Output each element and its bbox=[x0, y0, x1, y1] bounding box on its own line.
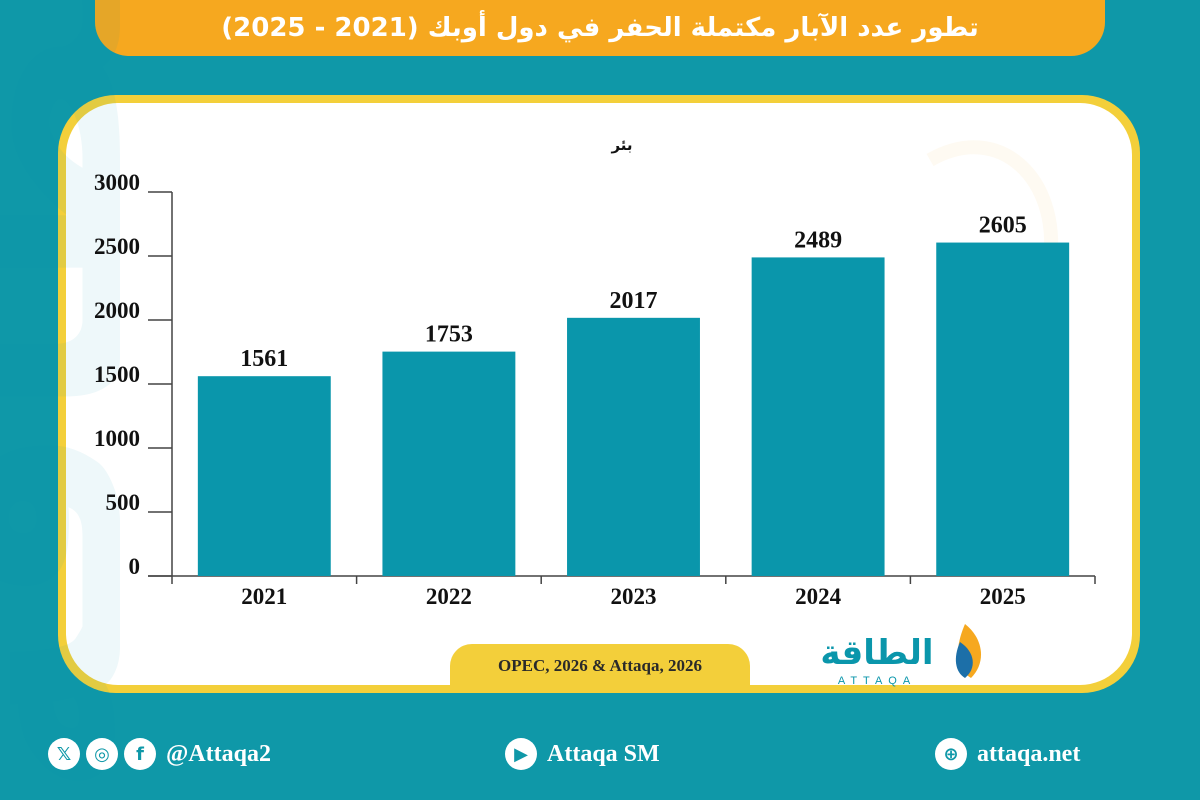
watermark-text: الطاقة bbox=[0, 0, 191, 800]
y-tick-label: 500 bbox=[106, 490, 141, 515]
globe-icon[interactable]: ⊕ bbox=[935, 738, 967, 770]
social-handle-group: 𝕏 ◎ f @Attaqa2 bbox=[48, 736, 271, 772]
bar-2022 bbox=[382, 351, 516, 576]
x-tick-label: 2021 bbox=[241, 584, 287, 609]
page-title: تطور عدد الآبار مكتملة الحفر في دول أوبك… bbox=[221, 13, 979, 43]
bar-value-label: 1753 bbox=[425, 322, 473, 348]
youtube-handle[interactable]: Attaqa SM bbox=[547, 740, 660, 767]
y-tick-label: 1000 bbox=[94, 426, 140, 451]
y-tick-label: 2500 bbox=[94, 234, 140, 259]
y-tick-label: 0 bbox=[129, 554, 141, 579]
bar-value-label: 2489 bbox=[794, 227, 842, 253]
title-banner: تطور عدد الآبار مكتملة الحفر في دول أوبك… bbox=[95, 0, 1105, 56]
y-axis-label: بئر bbox=[610, 136, 632, 154]
logo-latin: ATTAQA bbox=[838, 675, 916, 687]
y-ticks: 0 500 1000 1500 2000 2500 3000 bbox=[94, 170, 172, 579]
facebook-icon[interactable]: f bbox=[124, 738, 156, 770]
attaqa-logo: الطاقة ATTAQA bbox=[805, 612, 990, 690]
logo-drop-icon bbox=[955, 642, 973, 678]
bar-2023 bbox=[567, 317, 700, 576]
instagram-icon[interactable]: ◎ bbox=[86, 738, 118, 770]
source-label: OPEC, 2026 & Attaqa, 2026 bbox=[450, 644, 750, 688]
website-group: ⊕ attaqa.net bbox=[935, 736, 1080, 772]
x-tick-label: 2022 bbox=[426, 584, 472, 609]
bar-2025 bbox=[936, 242, 1070, 576]
bar-value-label: 2017 bbox=[610, 288, 658, 314]
x-tick-label: 2023 bbox=[611, 584, 657, 609]
y-tick-label: 3000 bbox=[94, 170, 140, 195]
bar-value-label: 2605 bbox=[979, 213, 1027, 239]
x-tick-label: 2024 bbox=[795, 584, 842, 609]
bar-labels: 1561 1753 2017 2489 2605 bbox=[240, 213, 1026, 373]
logo-arabic: الطاقة bbox=[820, 633, 933, 673]
y-tick-label: 2000 bbox=[94, 298, 140, 323]
website-link[interactable]: attaqa.net bbox=[977, 740, 1081, 767]
bar-value-label: 1561 bbox=[240, 346, 288, 372]
social-handle[interactable]: @Attaqa2 bbox=[166, 740, 271, 767]
youtube-group: ▶ Attaqa SM bbox=[505, 736, 660, 772]
y-tick-label: 1500 bbox=[94, 362, 140, 387]
bars bbox=[197, 242, 1070, 576]
x-ticks: 2021 2022 2023 2024 2025 bbox=[171, 576, 1096, 609]
bar-2024 bbox=[751, 257, 885, 576]
youtube-icon[interactable]: ▶ bbox=[505, 738, 537, 770]
bar-2021 bbox=[197, 376, 331, 576]
x-icon[interactable]: 𝕏 bbox=[48, 738, 80, 770]
x-tick-label: 2025 bbox=[980, 584, 1026, 609]
watermark: الطاقة bbox=[0, 0, 1059, 800]
